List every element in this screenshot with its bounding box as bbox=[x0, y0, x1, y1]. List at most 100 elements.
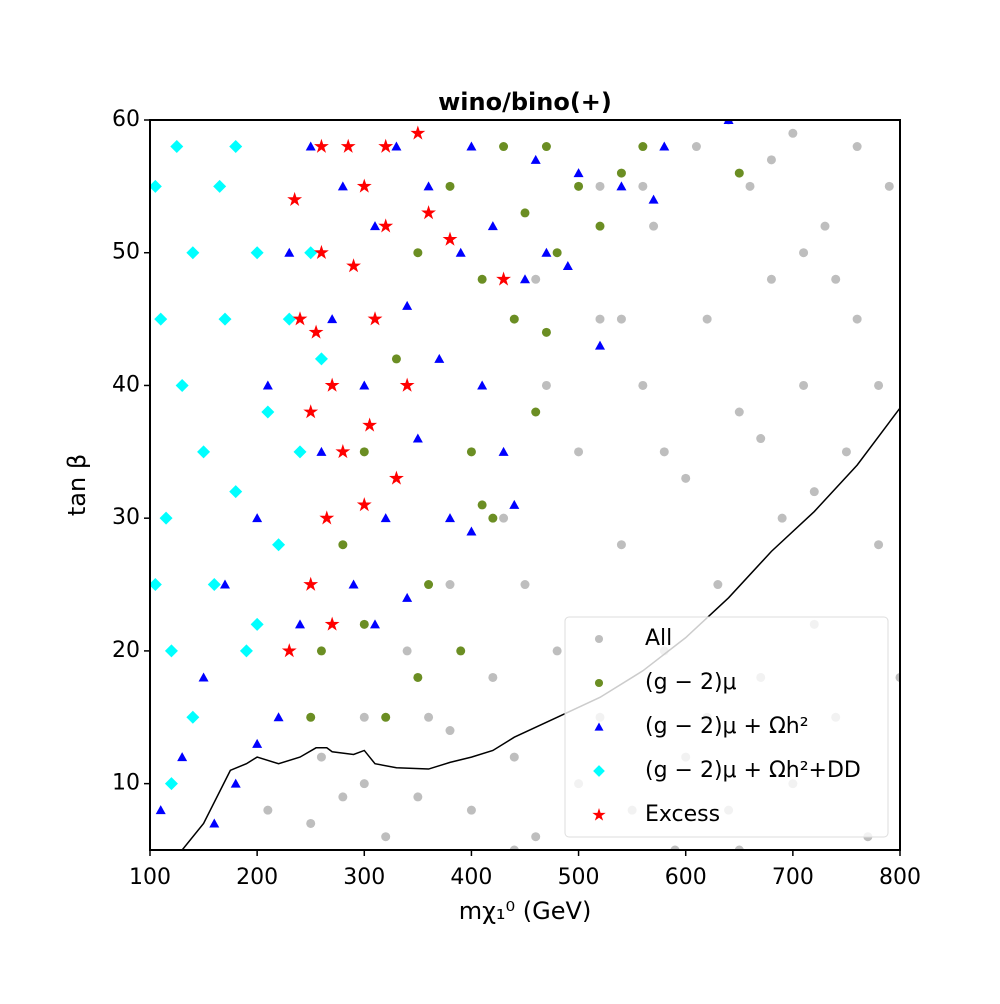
y-tick-label: 60 bbox=[112, 107, 140, 132]
point bbox=[282, 312, 296, 326]
legend-label: Excess bbox=[645, 802, 720, 827]
point bbox=[488, 672, 498, 682]
point bbox=[230, 778, 241, 788]
point bbox=[359, 619, 369, 629]
point bbox=[413, 792, 423, 802]
point bbox=[734, 845, 744, 850]
y-axis-label: tan β bbox=[63, 454, 91, 516]
point bbox=[573, 168, 584, 178]
point bbox=[670, 845, 680, 850]
point bbox=[496, 271, 511, 286]
legend-label: (g − 2)μ + Ωh²+DD bbox=[645, 758, 861, 783]
point bbox=[499, 513, 509, 523]
point bbox=[314, 352, 328, 366]
point bbox=[261, 405, 275, 419]
point bbox=[477, 380, 488, 390]
point bbox=[874, 380, 884, 390]
point bbox=[487, 221, 498, 231]
point bbox=[638, 142, 648, 152]
point bbox=[541, 327, 551, 337]
point bbox=[359, 712, 369, 722]
point bbox=[381, 832, 391, 842]
point bbox=[324, 616, 340, 631]
point bbox=[370, 221, 380, 231]
legend-marker bbox=[594, 634, 604, 644]
point bbox=[466, 805, 476, 815]
point bbox=[874, 540, 884, 550]
point bbox=[389, 470, 404, 485]
point bbox=[177, 752, 188, 762]
point bbox=[314, 244, 329, 260]
point bbox=[305, 141, 316, 151]
point bbox=[788, 128, 798, 138]
plot-frame bbox=[149, 119, 901, 851]
y-tick-label: 40 bbox=[112, 372, 140, 397]
point bbox=[445, 181, 455, 191]
point bbox=[766, 155, 776, 165]
point bbox=[616, 181, 627, 191]
point bbox=[421, 205, 436, 220]
point bbox=[541, 247, 552, 257]
point bbox=[284, 247, 295, 257]
legend-marker bbox=[594, 678, 604, 688]
point bbox=[413, 248, 423, 258]
point bbox=[314, 138, 329, 153]
x-tick-label: 100 bbox=[129, 865, 171, 890]
point bbox=[638, 181, 648, 191]
point bbox=[531, 832, 541, 842]
point bbox=[399, 377, 415, 392]
point bbox=[250, 246, 264, 260]
point bbox=[308, 324, 324, 339]
point bbox=[220, 579, 230, 589]
point bbox=[356, 178, 372, 193]
point bbox=[362, 417, 378, 432]
point bbox=[391, 354, 401, 364]
point bbox=[595, 314, 605, 324]
point bbox=[367, 311, 383, 326]
y-tick-label: 30 bbox=[112, 505, 140, 530]
point bbox=[338, 792, 348, 802]
point bbox=[252, 513, 263, 523]
point bbox=[252, 738, 263, 748]
point bbox=[831, 274, 841, 284]
point bbox=[734, 407, 744, 417]
point bbox=[263, 805, 273, 815]
point bbox=[520, 274, 530, 284]
point bbox=[681, 473, 691, 483]
y-tick-label: 20 bbox=[112, 638, 140, 663]
point bbox=[574, 447, 584, 457]
point bbox=[327, 314, 338, 324]
point bbox=[745, 181, 755, 191]
point bbox=[616, 540, 626, 550]
point bbox=[316, 646, 326, 656]
point bbox=[445, 513, 455, 523]
point bbox=[346, 258, 361, 273]
point bbox=[456, 646, 466, 656]
point bbox=[198, 672, 209, 682]
point bbox=[445, 726, 455, 736]
point bbox=[306, 818, 316, 828]
point bbox=[207, 578, 221, 592]
x-tick-label: 700 bbox=[772, 865, 814, 890]
point bbox=[445, 580, 455, 590]
point bbox=[164, 777, 178, 791]
point bbox=[509, 845, 519, 850]
point bbox=[370, 619, 380, 629]
point bbox=[229, 140, 243, 154]
point bbox=[649, 221, 659, 231]
point bbox=[466, 447, 476, 457]
point bbox=[335, 444, 351, 459]
point bbox=[262, 380, 273, 390]
point bbox=[595, 221, 605, 231]
point bbox=[381, 712, 391, 722]
point bbox=[316, 752, 326, 762]
point bbox=[150, 578, 162, 592]
point bbox=[218, 312, 232, 326]
x-tick-label: 200 bbox=[236, 865, 278, 890]
point bbox=[552, 248, 562, 258]
point bbox=[410, 125, 426, 140]
point bbox=[295, 619, 305, 629]
point bbox=[170, 140, 184, 154]
x-tick-label: 400 bbox=[450, 865, 492, 890]
